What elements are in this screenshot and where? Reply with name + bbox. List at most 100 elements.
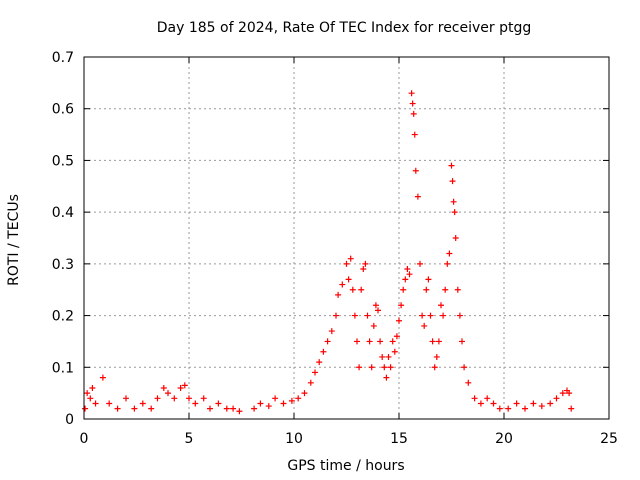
plot-frame — [83, 56, 610, 420]
data-point — [349, 286, 356, 293]
data-point — [425, 276, 432, 283]
data-point — [335, 291, 342, 298]
data-point — [316, 359, 323, 366]
data-point — [449, 178, 456, 185]
data-point — [444, 260, 451, 267]
data-point — [139, 400, 146, 407]
data-point — [429, 338, 436, 345]
data-point — [381, 364, 388, 371]
data-point — [114, 405, 121, 412]
data-point — [320, 348, 327, 355]
data-point — [181, 382, 188, 389]
data-point — [419, 312, 426, 319]
data-point — [366, 338, 373, 345]
data-point — [433, 353, 440, 360]
data-point — [559, 390, 566, 397]
data-points — [82, 90, 575, 415]
data-point — [530, 400, 537, 407]
data-point — [165, 390, 171, 397]
data-point — [356, 364, 363, 371]
data-point — [360, 266, 367, 273]
data-point — [547, 400, 554, 407]
data-point — [423, 286, 430, 293]
data-point — [131, 405, 138, 412]
data-point — [370, 322, 377, 329]
data-point — [451, 209, 458, 216]
x-axis-label: GPS time / hours — [287, 458, 404, 474]
data-point — [375, 307, 381, 314]
x-tick-label: 20 — [495, 431, 513, 447]
data-point — [230, 405, 237, 412]
data-point — [379, 353, 386, 360]
data-point — [123, 395, 129, 402]
data-point — [566, 390, 573, 397]
data-point — [215, 400, 222, 407]
y-tick-label: 0.5 — [52, 153, 74, 169]
data-point — [377, 338, 384, 345]
chart-title: Day 185 of 2024, Rate Of TEC Index for r… — [157, 20, 532, 36]
data-point — [383, 374, 390, 381]
data-point — [456, 312, 463, 319]
y-axis-label: ROTI / TECUs — [6, 194, 22, 286]
data-point — [200, 395, 207, 402]
y-tick-label: 0.6 — [52, 102, 74, 118]
data-point — [265, 403, 272, 410]
x-tick-label: 5 — [185, 431, 194, 447]
data-point — [171, 395, 178, 402]
data-point — [307, 379, 314, 386]
data-point — [280, 400, 287, 407]
data-point — [417, 260, 423, 267]
data-point — [177, 384, 184, 391]
data-point — [398, 302, 405, 309]
data-point — [333, 312, 339, 319]
data-point — [160, 384, 167, 391]
data-point — [257, 400, 264, 407]
data-point — [186, 395, 192, 402]
data-point — [408, 90, 415, 97]
data-point — [324, 338, 331, 345]
data-point — [236, 408, 243, 415]
data-point — [490, 400, 497, 407]
x-tick-label: 25 — [600, 431, 618, 447]
data-point — [400, 286, 407, 293]
y-axis-ticks: 0 0.1 0.2 0.3 0.4 0.5 0.6 0.7 — [52, 50, 609, 428]
data-point — [328, 328, 335, 335]
data-point — [411, 131, 418, 138]
data-point — [496, 405, 503, 412]
data-point — [207, 405, 213, 412]
data-point — [402, 276, 409, 283]
data-point — [89, 384, 96, 391]
data-point — [538, 403, 545, 410]
data-point — [471, 395, 478, 402]
data-point — [452, 235, 459, 241]
y-tick-label: 0.2 — [52, 309, 74, 325]
y-tick-label: 0.7 — [52, 50, 74, 66]
x-tick-label: 0 — [80, 431, 89, 447]
data-point — [438, 302, 444, 309]
data-point — [364, 312, 371, 319]
data-point — [301, 390, 308, 397]
data-point — [288, 397, 295, 404]
data-point — [312, 369, 318, 376]
data-point — [354, 338, 360, 345]
data-point — [431, 364, 438, 371]
data-point — [351, 312, 358, 319]
data-point — [87, 395, 94, 402]
data-point — [154, 395, 161, 402]
data-point — [461, 364, 468, 371]
data-point — [339, 281, 346, 288]
data-point — [414, 193, 421, 200]
data-point — [368, 364, 375, 371]
data-point — [387, 364, 394, 371]
data-point — [406, 271, 413, 278]
data-point — [343, 260, 350, 267]
data-point — [568, 405, 575, 412]
data-point — [465, 379, 472, 386]
data-point — [435, 338, 442, 345]
x-tick-label: 10 — [285, 431, 303, 447]
data-point — [448, 162, 455, 169]
data-point — [389, 338, 396, 345]
data-point — [410, 110, 417, 117]
data-point — [385, 353, 392, 360]
